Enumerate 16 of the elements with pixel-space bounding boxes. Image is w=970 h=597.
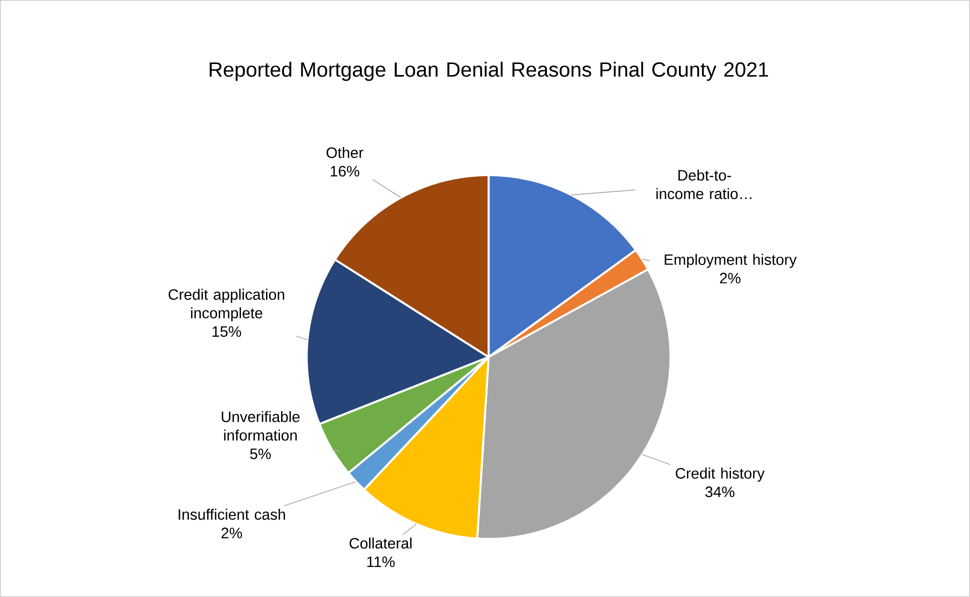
data-label: 16% — [330, 166, 360, 177]
data-label: 5% — [250, 448, 271, 460]
data-label: 2% — [720, 272, 740, 284]
data-label: 11% — [367, 556, 395, 568]
slice-label: Collateral — [350, 538, 412, 549]
chart-title: Reported Mortgage Loan Denial Reasons Pinal County 2021 — [210, 62, 768, 81]
slice-label: Employment history — [664, 254, 797, 268]
data-label: 15% — [212, 326, 242, 337]
data-label: 2% — [222, 528, 242, 538]
slice-label: Other — [326, 147, 364, 158]
slice-label: Credit history — [676, 468, 765, 482]
slice-label: Unverifiable information — [222, 411, 300, 441]
slice-label: Credit application incomplete — [168, 288, 284, 322]
slice-label: Debt-to-income ratio… — [656, 170, 752, 200]
slice-label: Insufficient cash — [178, 508, 285, 520]
data-label: 34% — [705, 486, 734, 498]
